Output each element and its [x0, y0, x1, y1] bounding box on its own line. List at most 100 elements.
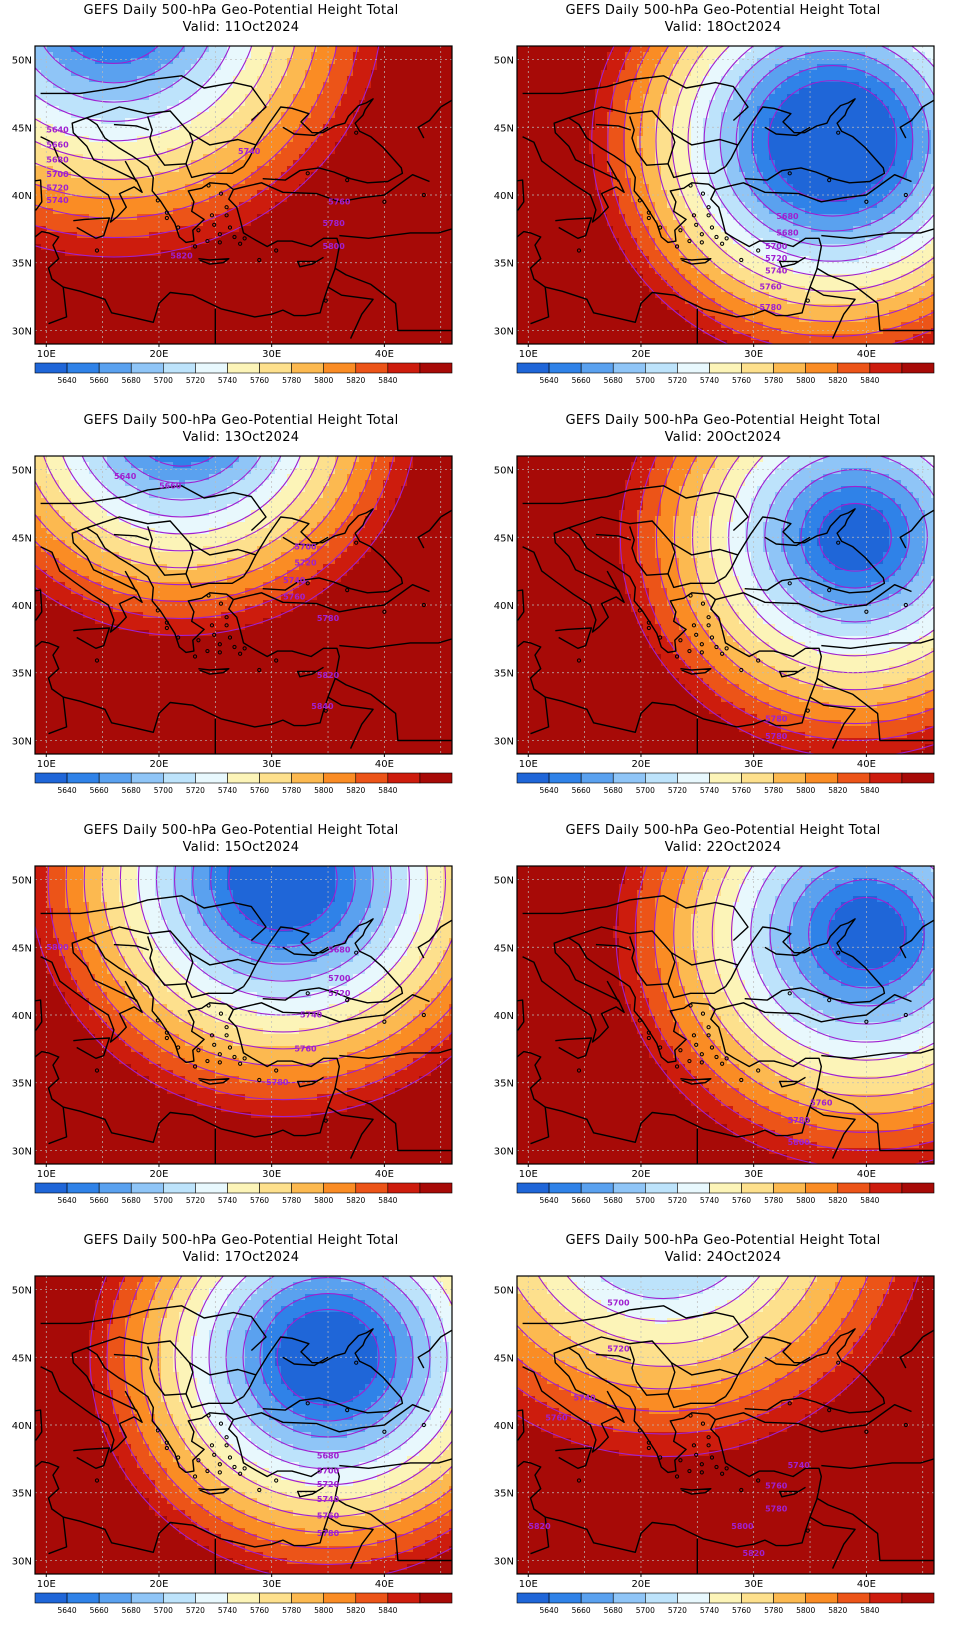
contour-label: 5820 — [743, 1549, 766, 1558]
contour-label: 5740 — [765, 266, 788, 275]
colorbar-label: 5680 — [604, 376, 623, 385]
colorbar-swatch — [131, 773, 163, 783]
colorbar-label: 5840 — [378, 1196, 397, 1205]
colorbar-label: 5780 — [764, 786, 783, 795]
colorbar-label: 5740 — [218, 1196, 237, 1205]
colorbar-label: 5780 — [764, 1196, 783, 1205]
colorbar-swatch — [163, 773, 195, 783]
colorbar-label: 5740 — [700, 1196, 719, 1205]
colorbar-swatch — [324, 1593, 356, 1603]
panel-11oct: GEFS Daily 500-hPa Geo-Potential Height … — [0, 0, 482, 410]
colorbar-swatch — [324, 773, 356, 783]
contour-label: 5660 — [159, 481, 182, 490]
colorbar-label: 5820 — [346, 1606, 365, 1615]
colorbar-swatch — [709, 773, 741, 783]
colorbar-swatch — [709, 1593, 741, 1603]
lon-tick-label: 20E — [149, 1169, 168, 1180]
contour-label: 5780 — [759, 303, 782, 312]
colorbar-swatch — [581, 1593, 613, 1603]
colorbar-swatch — [99, 1593, 131, 1603]
panel-title: GEFS Daily 500-hPa Geo-Potential Height … — [0, 413, 482, 428]
lon-tick-label: 20E — [149, 1579, 168, 1590]
colorbar-swatch — [902, 1183, 934, 1193]
colorbar-label: 5760 — [250, 376, 269, 385]
lon-tick-label: 10E — [37, 1579, 56, 1590]
colorbar-swatch — [420, 773, 452, 783]
panel-15oct: GEFS Daily 500-hPa Geo-Potential Height … — [0, 820, 482, 1230]
panel-valid-date: Valid: 22Oct2024 — [482, 840, 964, 855]
colorbar-label: 5660 — [90, 1606, 109, 1615]
lat-tick-label: 30N — [12, 1146, 32, 1157]
colorbar-swatch — [163, 1593, 195, 1603]
contour-label: 5800 — [788, 1138, 811, 1147]
colorbar-swatch — [388, 773, 420, 783]
panel-valid-date: Valid: 24Oct2024 — [482, 1250, 964, 1265]
colorbar-swatch — [870, 1183, 902, 1193]
contour-label: 5680 — [46, 155, 69, 164]
contour-label: 5840 — [311, 702, 334, 711]
contour-label: 5820 — [317, 671, 340, 680]
lat-tick-label: 50N — [494, 466, 514, 477]
contour-label: 5760 — [317, 1511, 340, 1520]
colorbar-label: 5760 — [250, 1606, 269, 1615]
colorbar-label: 5680 — [604, 1196, 623, 1205]
lon-tick-label: 40E — [375, 349, 394, 360]
contour-label: 5700 — [607, 1299, 630, 1308]
lon-tick-label: 40E — [375, 1579, 394, 1590]
contour-label: 5680 — [776, 212, 799, 221]
lon-tick-label: 40E — [857, 349, 876, 360]
panel-22oct: GEFS Daily 500-hPa Geo-Potential Height … — [482, 820, 964, 1230]
colorbar-swatch — [292, 1593, 324, 1603]
colorbar-label: 5680 — [122, 1196, 141, 1205]
colorbar-swatch — [388, 1593, 420, 1603]
lon-tick-label: 10E — [37, 349, 56, 360]
contour-label: 5680 — [776, 228, 799, 237]
colorbar-swatch — [163, 363, 195, 373]
colorbar-label: 5800 — [314, 376, 333, 385]
panel-valid-date: Valid: 11Oct2024 — [0, 20, 482, 35]
colorbar-swatch — [645, 1593, 677, 1603]
colorbar-label: 5800 — [314, 1606, 333, 1615]
lon-tick-label: 30E — [744, 1579, 763, 1590]
colorbar-swatch — [549, 1593, 581, 1603]
contour-label: 5700 — [317, 1467, 340, 1476]
lat-tick-label: 40N — [12, 1421, 32, 1432]
colorbar-swatch — [227, 773, 259, 783]
colorbar-swatch — [195, 1183, 227, 1193]
colorbar-swatch — [517, 363, 549, 373]
colorbar-swatch — [581, 773, 613, 783]
colorbar-label: 5700 — [154, 1606, 173, 1615]
colorbar-label: 5740 — [218, 786, 237, 795]
lat-tick-label: 50N — [494, 56, 514, 67]
lat-tick-label: 35N — [12, 669, 32, 680]
colorbar-swatch — [35, 773, 67, 783]
colorbar-swatch — [742, 1183, 774, 1193]
lon-tick-label: 20E — [631, 759, 650, 770]
contour-label: 5700 — [46, 170, 69, 179]
colorbar-label: 5800 — [796, 1606, 815, 1615]
colorbar-swatch — [774, 363, 806, 373]
lon-tick-label: 10E — [519, 1579, 538, 1590]
colorbar-label: 5760 — [250, 786, 269, 795]
colorbar-swatch — [742, 1593, 774, 1603]
colorbar-label: 5660 — [572, 1606, 591, 1615]
colorbar-swatch — [35, 1183, 67, 1193]
colorbar-swatch — [549, 773, 581, 783]
colorbar-swatch — [260, 363, 292, 373]
colorbar-swatch — [774, 773, 806, 783]
colorbar-swatch — [613, 1593, 645, 1603]
lat-tick-label: 45N — [494, 123, 514, 134]
contour-label: 5780 — [323, 219, 346, 228]
colorbar-swatch — [742, 773, 774, 783]
lat-tick-label: 35N — [494, 669, 514, 680]
lat-tick-label: 35N — [12, 1079, 32, 1090]
lat-tick-label: 30N — [494, 736, 514, 747]
panel-valid-date: Valid: 15Oct2024 — [0, 840, 482, 855]
colorbar-swatch — [902, 1593, 934, 1603]
colorbar-swatch — [677, 1593, 709, 1603]
colorbar-swatch — [292, 363, 324, 373]
